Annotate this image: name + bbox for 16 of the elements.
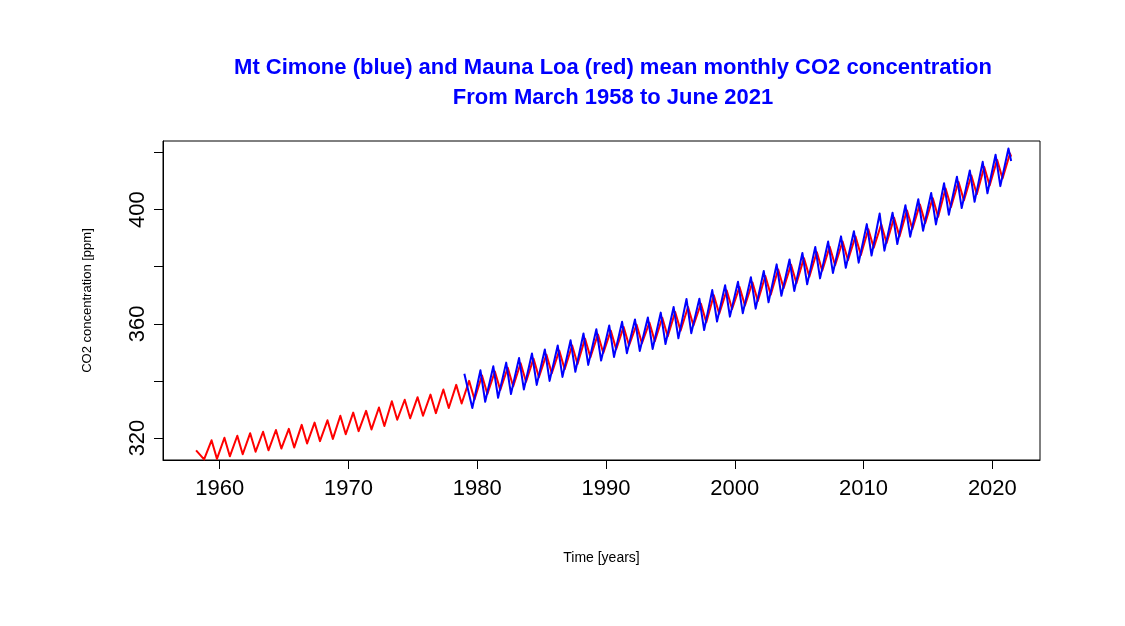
x-tick-label: 2020 [967, 474, 1017, 500]
x-tick-label: 1980 [452, 474, 502, 500]
line-series [195, 152, 1013, 461]
y-tick-label: 400 [123, 191, 149, 228]
y-tick-label: 320 [123, 419, 149, 457]
x-tick-label: 1970 [323, 474, 373, 500]
x-tick-label: 1990 [581, 474, 631, 500]
y-tick-label: 360 [123, 305, 149, 343]
x-tick-label: 2010 [839, 474, 889, 500]
y-axis-title: CO2 concentration [ppm] [79, 228, 94, 373]
chart-title: Mt Cimone (blue) and Mauna Loa (red) mean monthly CO2 concentration [234, 53, 992, 79]
x-tick-label: 1960 [195, 474, 245, 500]
x-axis-title: Time [years] [563, 549, 640, 565]
line-series [463, 147, 1013, 410]
chart-subtitle: From March 1958 to June 2021 [452, 83, 774, 109]
x-tick-label: 2000 [710, 474, 760, 500]
